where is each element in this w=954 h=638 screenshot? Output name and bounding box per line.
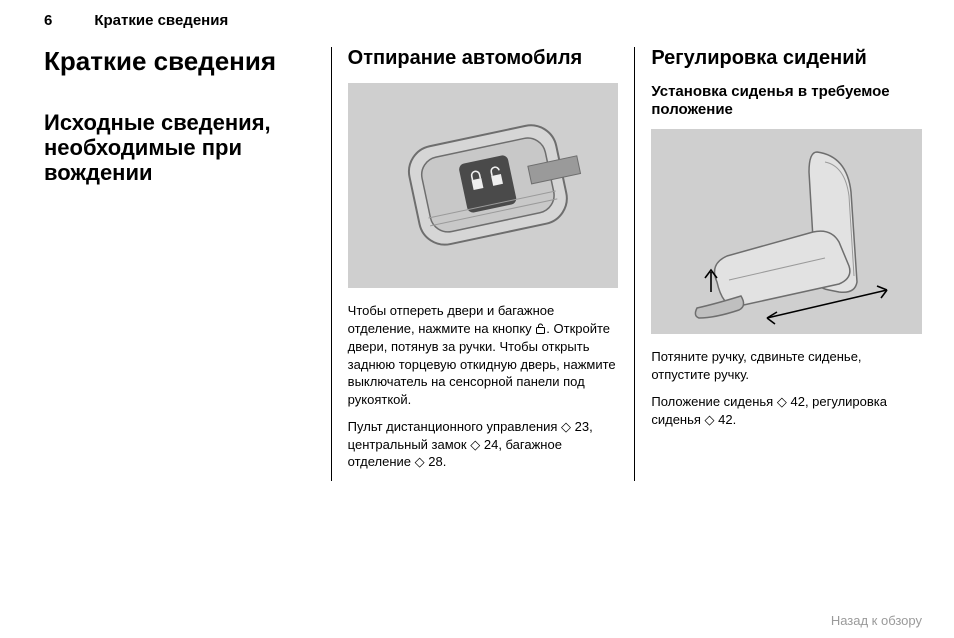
col2-ref3: 28	[428, 454, 442, 469]
ref-glyph: ◇	[777, 394, 787, 409]
column-3: Регулировка сидений Установка сиденья в …	[634, 47, 922, 481]
ref-glyph: ◇	[470, 437, 480, 452]
col2-para1: Чтобы отпереть двери и багажное отделени…	[348, 302, 619, 408]
col3-para2-c: .	[733, 412, 737, 427]
ref-glyph: ◇	[561, 419, 571, 434]
header-section: Краткие сведения	[94, 12, 228, 29]
col3-ref2: 42	[718, 412, 732, 427]
content-columns: Краткие сведения Исходные сведения, необ…	[0, 47, 954, 481]
col2-ref1: 23	[575, 419, 589, 434]
ref-glyph: ◇	[705, 412, 715, 427]
subtitle: Исходные сведения, необходимые при вожде…	[44, 110, 315, 186]
key-fob-illustration	[348, 83, 619, 288]
back-to-overview-link[interactable]: Назад к обзору	[831, 613, 922, 628]
col2-para2-a: Пульт дистанционного управления	[348, 419, 561, 434]
column-1: Краткие сведения Исходные сведения, необ…	[44, 47, 331, 481]
page-number: 6	[44, 12, 52, 29]
col3-subtitle: Установка сиденья в требуемое положение	[651, 83, 922, 119]
main-title: Краткие сведения	[44, 47, 315, 76]
col2-para2: Пульт дистанционного управления ◇ 23, це…	[348, 418, 619, 471]
col3-para2-a: Положение сиденья	[651, 394, 777, 409]
col2-para1-a: Чтобы отпереть двери и багажное отделени…	[348, 303, 555, 336]
seat-illustration	[651, 129, 922, 334]
col3-ref1: 42	[790, 394, 804, 409]
page-header: 6 Краткие сведения	[0, 0, 954, 47]
col3-para1: Потяните ручку, сдвиньте сиденье, отпуст…	[651, 348, 922, 383]
column-2: Отпирание автомобиля	[331, 47, 635, 481]
col3-title: Регулировка сидений	[651, 47, 922, 69]
unlock-icon	[535, 321, 546, 339]
col3-para2: Положение сиденья ◇ 42, регулировка сиде…	[651, 393, 922, 428]
ref-glyph: ◇	[415, 454, 425, 469]
col2-ref2: 24	[484, 437, 498, 452]
col2-para2-d: .	[443, 454, 447, 469]
col2-title: Отпирание автомобиля	[348, 47, 619, 69]
